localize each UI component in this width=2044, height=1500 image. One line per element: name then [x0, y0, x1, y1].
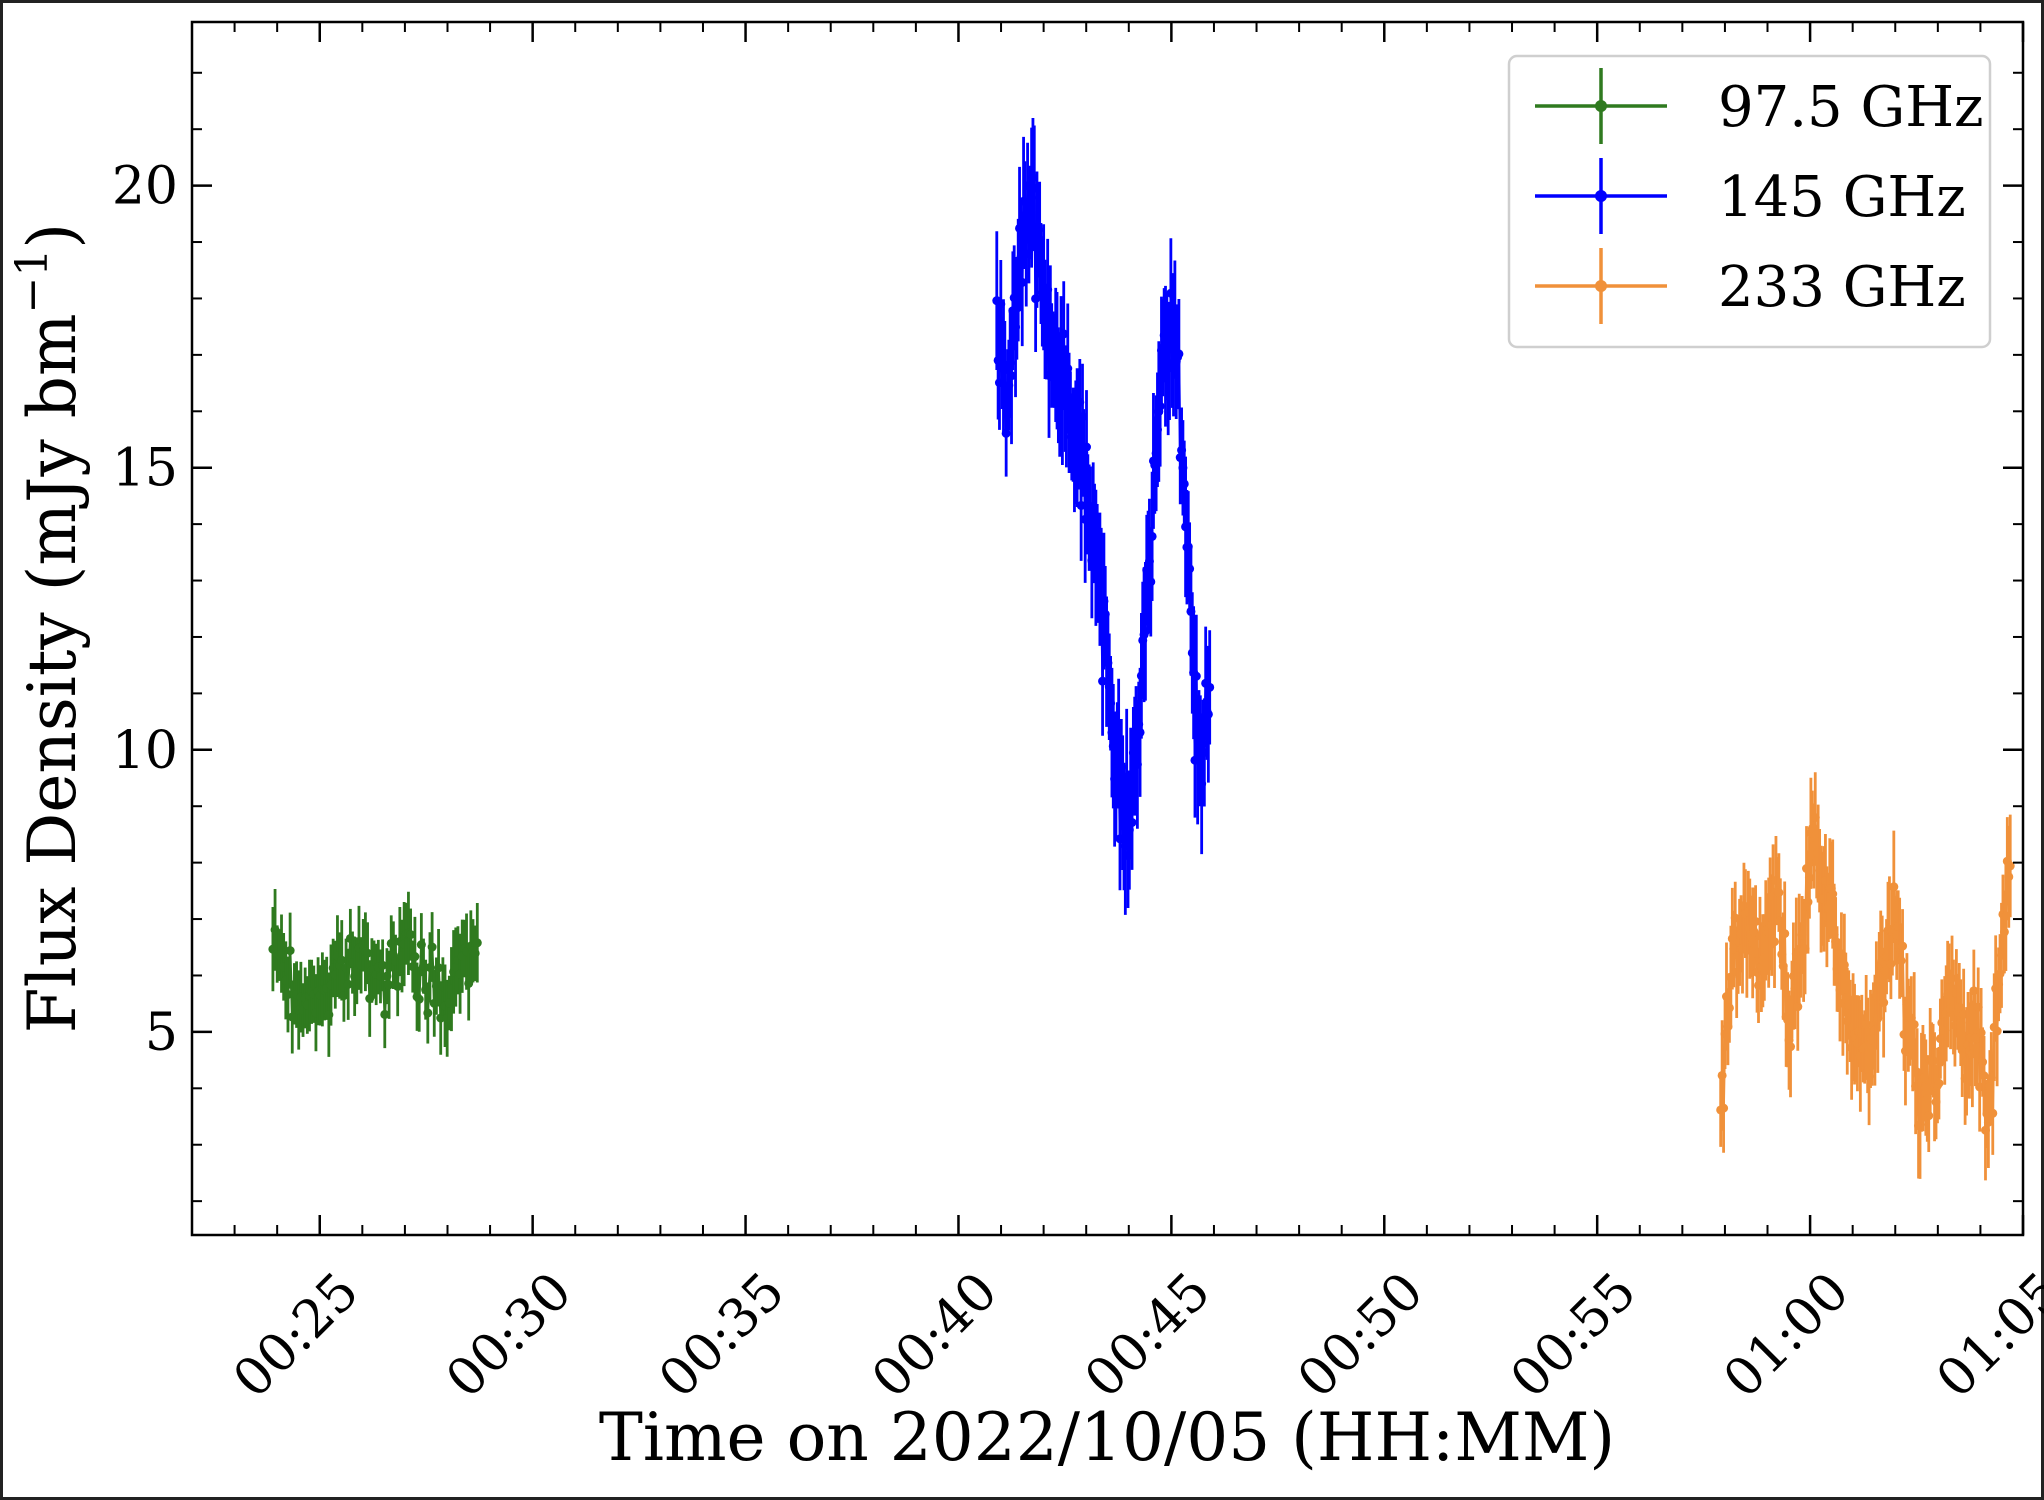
data-point: [1786, 1042, 1796, 1052]
y-tick-label: 15: [112, 439, 178, 499]
data-point: [1793, 1002, 1803, 1012]
y-axis-title-close: ): [14, 223, 91, 249]
y-axis-title-superscript: −1: [7, 249, 58, 314]
series-2: [1716, 772, 2015, 1181]
data-point: [1076, 500, 1086, 510]
data-point: [423, 1008, 433, 1018]
x-axis-title: Time on 2022/10/05 (HH:MM): [599, 1399, 1615, 1476]
data-point: [1909, 1019, 1919, 1029]
data-point: [1898, 941, 1908, 951]
y-tick-label: 20: [112, 157, 178, 217]
data-point: [343, 979, 353, 989]
data-point: [434, 963, 444, 973]
data-point: [1751, 916, 1761, 926]
data-point: [1780, 929, 1790, 939]
data-point: [363, 948, 373, 958]
data-point: [1896, 956, 1906, 966]
y-axis-ticks: 5 10 15 20: [112, 71, 2023, 1203]
legend-entry: 145 GHz: [1535, 158, 1966, 234]
data-point: [1174, 349, 1184, 359]
data-point: [1719, 1103, 1729, 1113]
data-point: [393, 981, 403, 991]
data-point: [1889, 882, 1899, 892]
data-point: [384, 980, 394, 990]
data-point: [1059, 329, 1069, 339]
data-point: [406, 930, 416, 940]
data-point: [410, 952, 420, 962]
series-1: [992, 117, 1215, 915]
data-point: [414, 994, 424, 1004]
data-point: [378, 960, 388, 970]
data-point: [1205, 682, 1215, 692]
data-point: [1017, 277, 1027, 287]
data-point: [1934, 1078, 1944, 1088]
data-point: [1976, 1028, 1986, 1038]
legend-swatch-marker: [1595, 100, 1607, 112]
data-point: [1879, 998, 1889, 1008]
series-layer: [268, 117, 2015, 1181]
legend-label: 145 GHz: [1718, 165, 1966, 230]
data-point: [1724, 1003, 1734, 1013]
data-point: [285, 946, 295, 956]
legend-entry: 233 GHz: [1535, 248, 1966, 324]
series-0: [268, 888, 482, 1057]
legend-swatch-marker: [1595, 190, 1607, 202]
data-point: [1774, 888, 1784, 898]
data-point: [1992, 1026, 2002, 1036]
legend: 97.5 GHz 145 GHz 233 GHz: [1507, 54, 1992, 349]
data-point: [2004, 872, 2014, 882]
data-point: [337, 955, 347, 965]
data-point: [1098, 676, 1108, 686]
data-point: [1803, 897, 1813, 907]
data-point: [1770, 937, 1780, 947]
y-tick-label: 5: [145, 1003, 178, 1063]
legend-label: 97.5 GHz: [1718, 75, 1984, 140]
legend-entry: 97.5 GHz: [1535, 68, 1984, 144]
data-point: [427, 942, 437, 952]
y-axis-title-main: Flux Density (mJy bm: [14, 313, 91, 1033]
data-point: [1127, 817, 1137, 827]
data-point: [1717, 1070, 1727, 1080]
data-point: [1978, 1057, 1988, 1067]
data-point: [1191, 671, 1201, 681]
data-point: [1988, 1108, 1998, 1118]
data-point: [1924, 1111, 1934, 1121]
data-point: [1147, 531, 1157, 541]
legend-box: [1507, 54, 1992, 349]
data-point: [472, 938, 482, 948]
legend-label: 233 GHz: [1718, 255, 1966, 320]
y-tick-label: 10: [112, 721, 178, 781]
plot-frame: [190, 20, 2025, 1237]
data-point: [2005, 861, 2015, 871]
data-point: [1082, 442, 1092, 452]
data-point: [1007, 371, 1017, 381]
data-point: [1999, 927, 2009, 937]
data-point: [380, 1009, 390, 1019]
y-axis-title: Flux Density (mJy bm−1): [7, 223, 91, 1033]
legend-swatch-marker: [1595, 280, 1607, 292]
data-point: [1979, 1071, 1989, 1081]
